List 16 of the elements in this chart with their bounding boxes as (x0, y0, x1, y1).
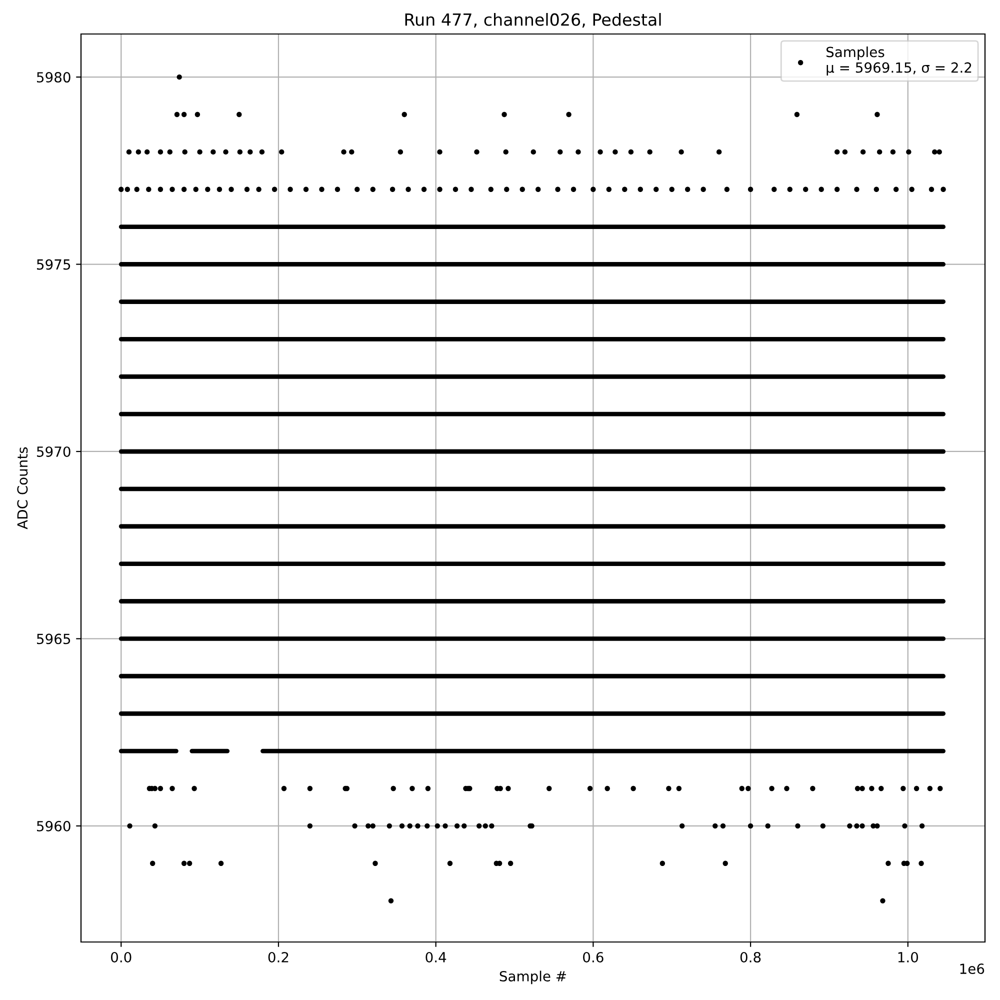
text: 1e6 (960, 964, 984, 974)
chart-title: Run 477, channel026, Pedestal (405, 13, 661, 28)
y-tick-label: 5975 (37, 259, 70, 270)
y-tick-label: 5965 (37, 634, 70, 644)
y-tick-label: 5980 (37, 72, 70, 83)
x-tick-label: 1.0 (898, 952, 918, 962)
y-axis-title: ADC Counts (17, 447, 28, 530)
y-tick-label: 5960 (37, 820, 70, 832)
x-tick-label: 0.4 (426, 952, 446, 962)
x-tick-label: 0.6 (583, 952, 604, 962)
x-tick-label: 0.0 (110, 952, 132, 962)
x-tick-label: 0.2 (268, 952, 288, 962)
y-tick-label: 5970 (37, 446, 70, 457)
x-axis-title: Sample # (500, 970, 566, 984)
x-tick-label: 0.8 (740, 952, 761, 962)
legend-label: Samples μ = 5969.15, σ = 2.2 (826, 46, 972, 76)
